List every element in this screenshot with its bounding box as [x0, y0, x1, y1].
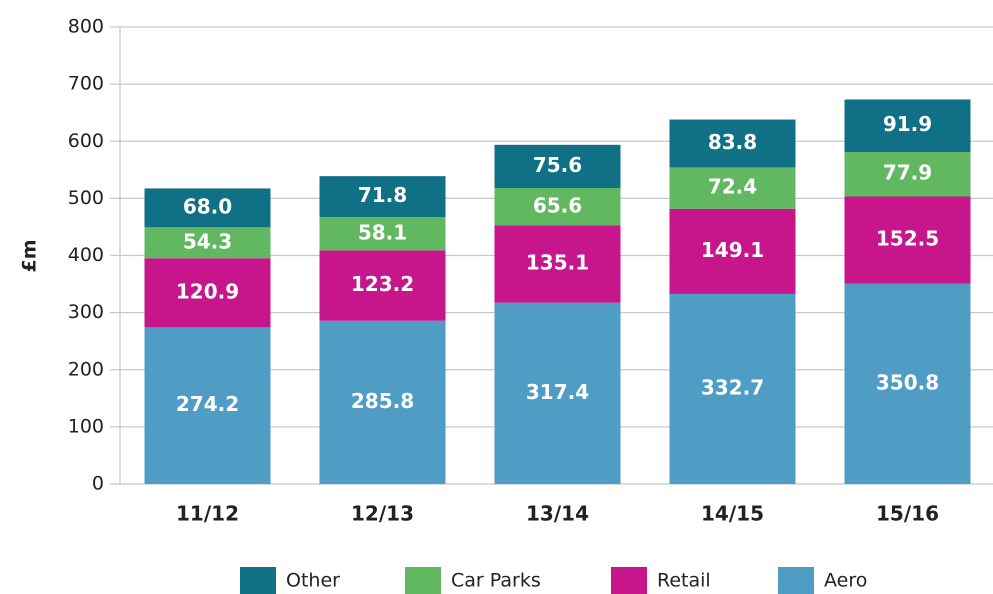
data-label: 332.7	[701, 375, 764, 399]
bar-segment	[844, 283, 971, 484]
y-axis-label: £m	[19, 239, 41, 272]
bar-segment	[319, 320, 446, 484]
bar-segment	[844, 151, 971, 197]
x-tick-label: 13/14	[526, 502, 589, 526]
data-label: 285.8	[351, 389, 414, 413]
legend-swatch	[240, 567, 276, 594]
bar-segment	[144, 327, 271, 484]
data-label: 83.8	[708, 130, 757, 154]
bar-segment	[494, 144, 621, 189]
legend-label: Car Parks	[451, 570, 541, 592]
x-tick-label: 12/13	[351, 502, 414, 526]
bar-segment	[844, 196, 971, 284]
data-label: 77.9	[883, 161, 932, 185]
bar-segment	[144, 188, 271, 228]
y-tick-label: 100	[68, 415, 104, 437]
y-tick-label: 800	[68, 16, 104, 38]
y-tick-label: 300	[68, 301, 104, 323]
bar-segment	[144, 227, 271, 259]
data-label: 71.8	[358, 183, 407, 207]
legend-swatch	[778, 567, 814, 594]
data-label: 317.4	[526, 380, 589, 404]
bar-segment	[494, 188, 621, 226]
bar-segment	[494, 302, 621, 484]
x-tick-label: 11/12	[176, 502, 239, 526]
x-tick-label: 15/16	[876, 502, 939, 526]
data-label: 58.1	[358, 220, 407, 244]
y-tick-label: 500	[68, 187, 104, 209]
data-label: 152.5	[876, 227, 939, 251]
data-label: 91.9	[883, 112, 932, 136]
y-tick-label: 400	[68, 244, 104, 266]
legend-label: Retail	[657, 570, 711, 592]
bar-segment	[494, 225, 621, 303]
data-label: 75.6	[533, 153, 582, 177]
data-label: 65.6	[533, 193, 582, 217]
y-tick-label: 700	[68, 73, 104, 95]
data-label: 72.4	[708, 175, 757, 199]
legend-label: Other	[286, 570, 340, 592]
bar-segment	[319, 176, 446, 218]
y-tick-label: 600	[68, 130, 104, 152]
data-label: 120.9	[176, 279, 239, 303]
data-label: 350.8	[876, 370, 939, 394]
bar-segment	[319, 217, 446, 251]
bar-segment	[144, 258, 271, 328]
data-label: 54.3	[183, 229, 232, 253]
y-tick-label: 0	[92, 473, 104, 495]
data-label: 135.1	[526, 251, 589, 275]
bar-segment	[669, 167, 796, 209]
data-label: 68.0	[183, 194, 232, 218]
bar-segment	[669, 119, 796, 168]
data-label: 274.2	[176, 392, 239, 416]
bar-segment	[669, 293, 796, 484]
x-tick-label: 14/15	[701, 502, 764, 526]
data-label: 123.2	[351, 272, 414, 296]
legend-swatch	[611, 567, 647, 594]
legend-swatch	[405, 567, 441, 594]
bar-segment	[844, 99, 971, 152]
bar-segment	[669, 208, 796, 294]
legend-label: Aero	[824, 570, 867, 592]
bar-segment	[319, 250, 446, 321]
data-label: 149.1	[701, 238, 764, 262]
y-tick-label: 200	[68, 358, 104, 380]
